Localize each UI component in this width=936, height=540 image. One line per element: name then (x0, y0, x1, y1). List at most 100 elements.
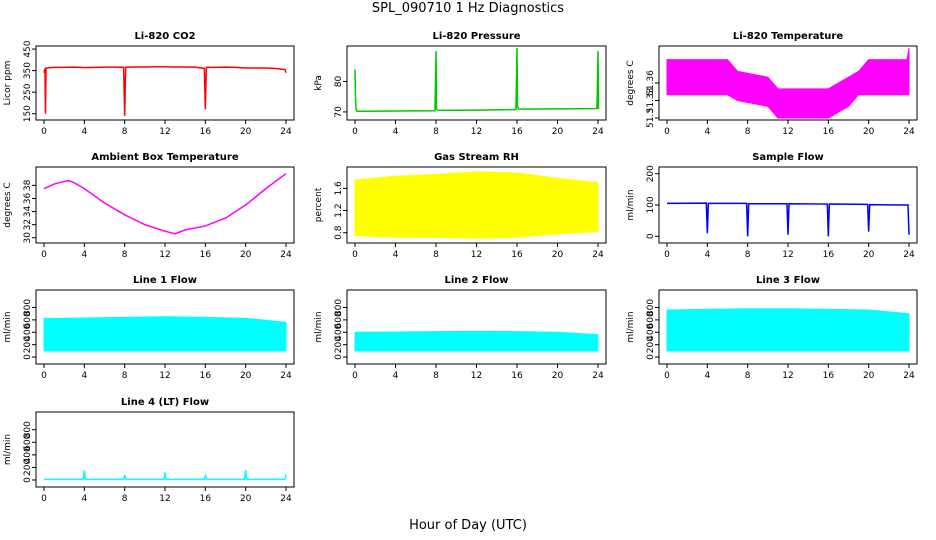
y-axis-label: ml/min (314, 311, 324, 342)
x-tick-label: 12 (471, 127, 482, 137)
x-tick-label: 24 (280, 250, 292, 260)
plot-frame (35, 45, 295, 121)
chart-title: Gas Stream RH (434, 152, 519, 163)
y-tick-label: 80 (334, 75, 344, 87)
x-tick-label: 12 (782, 371, 793, 381)
y-tick-label: 32 (23, 219, 33, 230)
y-axis-label: degrees C (626, 60, 636, 105)
x-tick-label: 8 (433, 371, 439, 381)
y-axis-label: degrees C (3, 182, 13, 227)
series-band (666, 47, 910, 119)
y-tick-label: 51.3 (646, 108, 656, 128)
x-tick-label: 20 (552, 250, 564, 260)
y-tick-label: 600 (23, 433, 33, 450)
series-band (354, 171, 599, 239)
chart-panel-1: Li-820 CO2 0 4 8 12 16 20 24 150 250 350 450 Licor p… (3, 31, 295, 137)
x-tick-label: 4 (393, 127, 399, 137)
series-line (43, 65, 287, 116)
x-tick-label: 0 (41, 494, 47, 504)
x-tick-label: 8 (745, 371, 751, 381)
x-tick-label: 4 (393, 250, 399, 260)
y-tick-label: 600 (23, 311, 33, 328)
y-tick-label: 36 (23, 192, 33, 204)
y-tick-label: 600 (334, 311, 344, 328)
x-tick-label: 16 (200, 250, 212, 260)
y-tick-label: 200 (23, 459, 33, 476)
x-tick-label: 16 (823, 371, 835, 381)
x-tick-label: 24 (592, 371, 604, 381)
x-tick-label: 8 (122, 371, 128, 381)
chart-title: Li-820 Pressure (432, 31, 520, 42)
y-tick-label: 0 (334, 354, 344, 360)
chart-title: Line 2 Flow (445, 275, 509, 286)
y-tick-label: 800 (646, 299, 656, 316)
x-tick-label: 12 (471, 250, 482, 260)
chart-panel-3: Li-820 Temperature 0 4 8 12 16 20 24 51.351.3351… (626, 31, 918, 137)
x-tick-label: 16 (823, 250, 835, 260)
x-tick-label: 16 (511, 371, 523, 381)
x-tick-label: 8 (745, 250, 751, 260)
y-tick-label: 350 (23, 62, 33, 79)
x-tick-label: 12 (782, 250, 793, 260)
x-tick-label: 16 (200, 127, 212, 137)
series-band (666, 308, 910, 352)
x-tick-label: 0 (352, 250, 358, 260)
y-tick-label: 34 (23, 206, 33, 218)
y-tick-label: 800 (23, 299, 33, 316)
x-tick-label: 16 (511, 250, 523, 260)
chart-title: Line 1 Flow (133, 275, 197, 286)
y-tick-label: 0.8 (334, 225, 344, 240)
x-tick-label: 20 (240, 371, 252, 381)
chart-title: Li-820 Temperature (733, 31, 843, 42)
x-tick-label: 4 (704, 127, 710, 137)
y-tick-label: 70 (334, 106, 344, 118)
y-tick-label: 38 (23, 179, 33, 191)
x-tick-label: 16 (511, 127, 523, 137)
y-tick-label: 1.2 (334, 203, 344, 217)
x-tick-label: 20 (863, 127, 875, 137)
y-axis-label: kPa (314, 75, 324, 91)
chart-panel-2: Li-820 Pressure 0 4 8 12 16 20 24 70 80 kPa (314, 31, 607, 137)
y-tick-label: 51.33 (646, 88, 656, 114)
x-tick-label: 8 (122, 250, 128, 260)
x-tick-label: 24 (280, 494, 292, 504)
x-tick-label: 12 (471, 371, 482, 381)
chart-title: Line 4 (LT) Flow (121, 397, 209, 408)
x-tick-label: 8 (122, 127, 128, 137)
x-tick-label: 4 (704, 250, 710, 260)
x-tick-label: 24 (592, 250, 604, 260)
x-tick-label: 20 (240, 250, 252, 260)
x-tick-label: 4 (81, 371, 87, 381)
y-tick-label: 0 (23, 477, 33, 483)
y-tick-label: 0 (646, 233, 656, 239)
x-tick-label: 20 (863, 250, 875, 260)
series-line (43, 172, 287, 235)
y-tick-label: 400 (334, 323, 344, 340)
chart-panel-4: Ambient Box Temperature 0 4 8 12 16 20 24 30 3234… (3, 152, 295, 260)
y-tick-label: 400 (23, 323, 33, 340)
x-tick-label: 20 (863, 371, 875, 381)
x-tick-label: 24 (592, 127, 604, 137)
x-tick-label: 0 (664, 371, 670, 381)
x-tick-label: 12 (159, 127, 170, 137)
x-tick-label: 12 (782, 127, 793, 137)
x-tick-label: 4 (393, 371, 399, 381)
x-tick-label: 8 (433, 250, 439, 260)
y-tick-label: 800 (334, 299, 344, 316)
y-tick-label: 200 (23, 336, 33, 353)
y-tick-label: 51.36 (646, 70, 656, 96)
y-axis-label: ml/min (3, 434, 13, 465)
x-tick-label: 12 (159, 494, 170, 504)
y-tick-label: 1.6 (334, 181, 344, 196)
y-tick-label: 600 (646, 311, 656, 328)
y-tick-label: 250 (23, 83, 33, 100)
x-tick-label: 8 (745, 127, 751, 137)
x-tick-label: 8 (122, 494, 128, 504)
x-tick-label: 0 (41, 250, 47, 260)
y-tick-label: 0 (23, 354, 33, 360)
x-tick-label: 0 (664, 250, 670, 260)
y-axis-label: Licor ppm (3, 61, 13, 106)
